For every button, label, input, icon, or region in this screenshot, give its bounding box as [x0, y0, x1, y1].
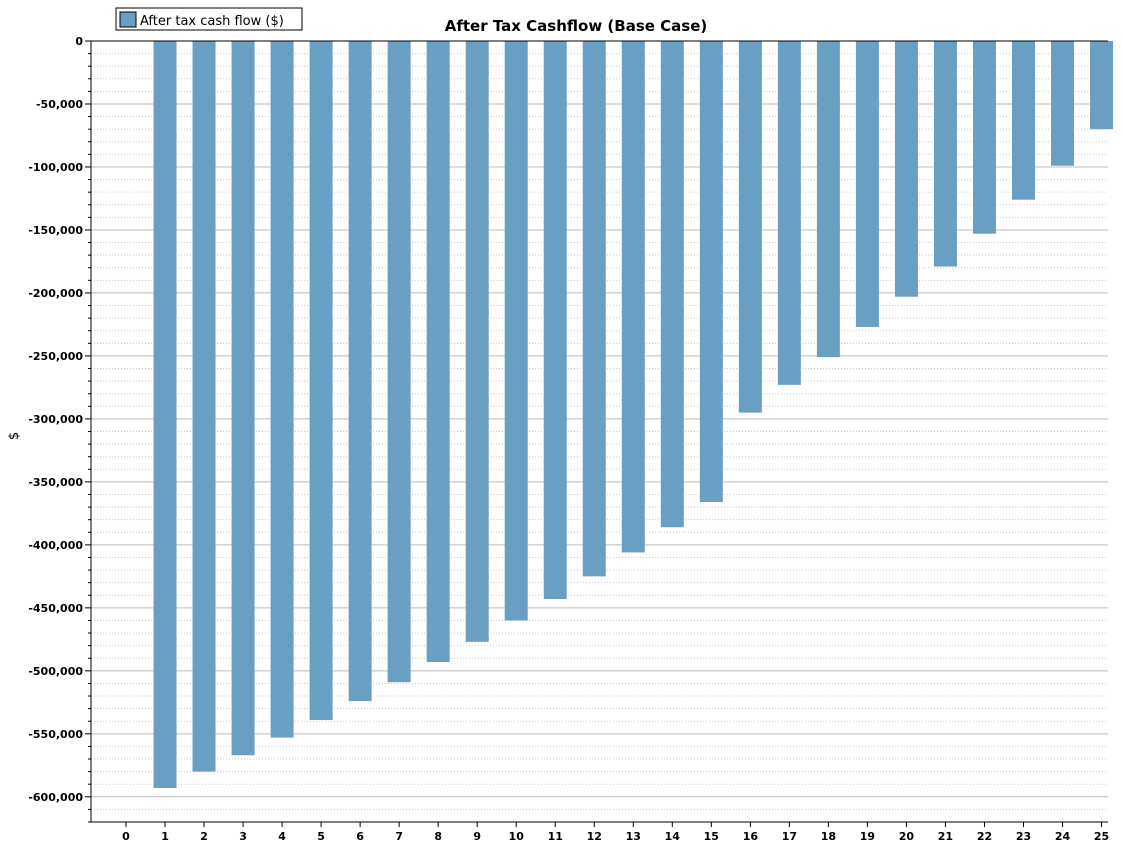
x-tick-label: 18: [821, 830, 836, 843]
x-tick-label: 19: [860, 830, 875, 843]
x-tick-label: 12: [587, 830, 602, 843]
x-tick-label: 15: [704, 830, 719, 843]
x-tick-label: 25: [1094, 830, 1109, 843]
bar[interactable]: [933, 41, 957, 267]
y-tick-label: -400,000: [28, 539, 83, 552]
bar[interactable]: [621, 41, 645, 553]
x-tick-label: 1: [161, 830, 169, 843]
bar[interactable]: [972, 41, 996, 234]
bar[interactable]: [231, 41, 255, 756]
legend[interactable]: After tax cash flow ($): [115, 7, 303, 31]
x-tick-label: 24: [1055, 830, 1071, 843]
x-tick-label: 3: [239, 830, 247, 843]
bar[interactable]: [348, 41, 372, 702]
x-tick-label: 9: [473, 830, 481, 843]
bar[interactable]: [777, 41, 801, 385]
bar[interactable]: [387, 41, 411, 683]
y-tick-label: -200,000: [28, 287, 83, 300]
bar[interactable]: [192, 41, 216, 772]
bar[interactable]: [309, 41, 333, 720]
x-tick-label: 23: [1016, 830, 1031, 843]
x-tick-label: 21: [938, 830, 953, 843]
x-tick-label: 5: [317, 830, 325, 843]
bar[interactable]: [816, 41, 840, 358]
y-tick-label: -300,000: [28, 413, 83, 426]
legend-box: [115, 7, 303, 31]
x-tick-label: 6: [356, 830, 364, 843]
chart-title: After Tax Cashflow (Base Case): [445, 17, 707, 35]
bar[interactable]: [894, 41, 918, 297]
bar[interactable]: [543, 41, 567, 600]
x-tick-label: 10: [509, 830, 525, 843]
x-tick-label: 4: [278, 830, 286, 843]
bar[interactable]: [504, 41, 528, 621]
y-tick-label: -450,000: [28, 602, 83, 615]
x-tick-label: 14: [665, 830, 681, 843]
x-tick-label: 8: [434, 830, 442, 843]
bar[interactable]: [270, 41, 294, 738]
y-tick-label: -250,000: [28, 350, 83, 363]
y-tick-label: -150,000: [28, 224, 83, 237]
bar[interactable]: [426, 41, 450, 663]
y-tick-label: -50,000: [36, 98, 83, 111]
x-tick-label: 16: [743, 830, 759, 843]
bar[interactable]: [855, 41, 879, 327]
bar[interactable]: [582, 41, 606, 577]
x-tick-label: 22: [977, 830, 992, 843]
y-tick-label: 0: [75, 35, 83, 48]
bar[interactable]: [465, 41, 489, 642]
bar[interactable]: [699, 41, 723, 503]
bar[interactable]: [660, 41, 684, 528]
x-tick-label: 11: [548, 830, 563, 843]
x-tick-label: 2: [200, 830, 208, 843]
x-tick-label: 13: [626, 830, 641, 843]
x-tick-label: 0: [122, 830, 130, 843]
bar[interactable]: [1011, 41, 1035, 200]
y-tick-label: -600,000: [28, 791, 83, 804]
x-tick-label: 17: [782, 830, 797, 843]
bar[interactable]: [1051, 41, 1075, 166]
y-tick-label: -500,000: [28, 665, 83, 678]
y-tick-label: -100,000: [28, 161, 83, 174]
bar[interactable]: [153, 41, 177, 788]
bar[interactable]: [738, 41, 762, 413]
x-ticks: 0 1 2 3 4 5 6 7 8 9 10 11 12 13 14 15 16 17 18 19 20 21 22 23 24…: [122, 822, 1109, 843]
y-axis-label: $: [7, 432, 22, 440]
y-tick-label: -550,000: [28, 728, 83, 741]
y-tick-label: -350,000: [28, 476, 83, 489]
bar[interactable]: [1090, 41, 1114, 130]
legend-label: After tax cash flow ($): [140, 14, 284, 29]
legend-swatch: [119, 11, 137, 28]
x-tick-label: 7: [395, 830, 403, 843]
y-ticks: 0 -50,000 -100,000 -150,000 -200,000 -250,000…: [28, 35, 91, 823]
bars: [153, 41, 1114, 788]
x-tick-label: 20: [899, 830, 915, 843]
